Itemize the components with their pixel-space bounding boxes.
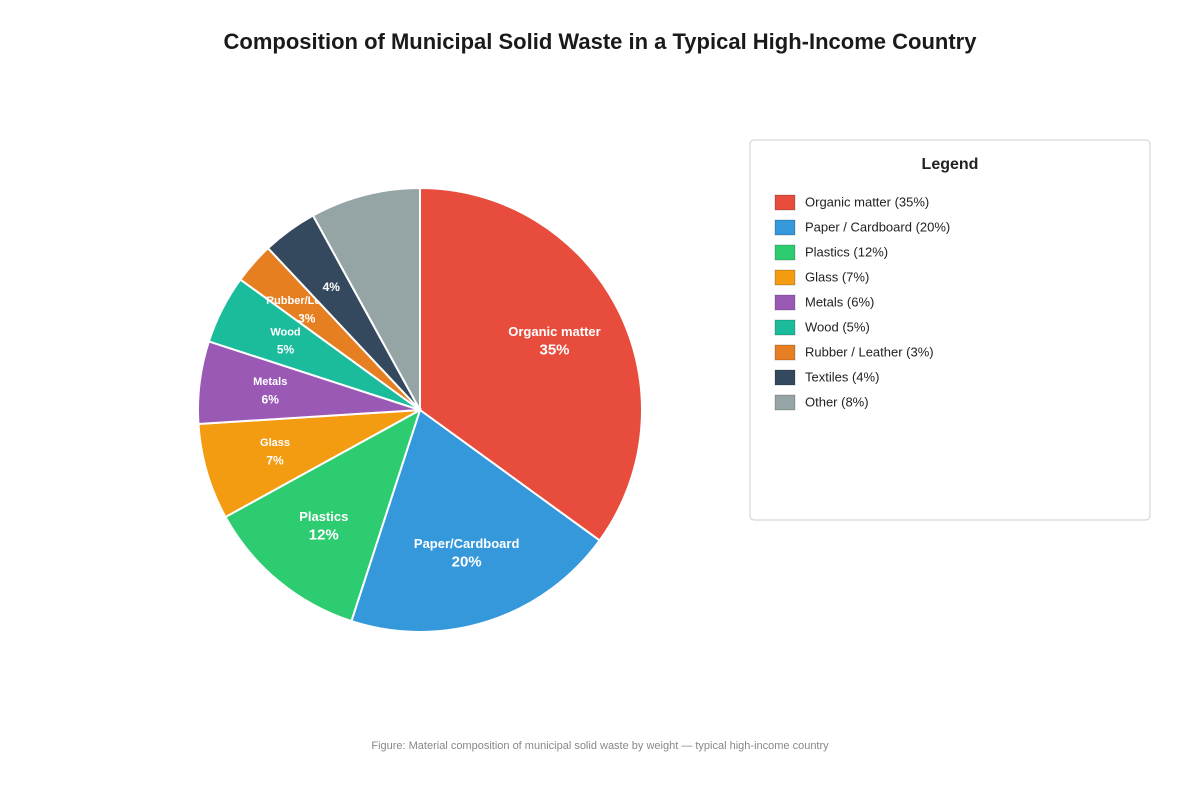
slice-value: 35%	[539, 341, 569, 358]
slice-label: Glass	[260, 437, 290, 449]
legend-label: Other (8%)	[805, 394, 869, 409]
legend-swatch	[774, 269, 796, 286]
slice-label: Metals	[253, 376, 287, 388]
legend-swatch	[774, 369, 796, 386]
slice-value: 7%	[266, 453, 284, 467]
caption: Figure: Material composition of municipa…	[371, 740, 829, 752]
legend-box	[749, 139, 1151, 521]
pie-slice	[224, 407, 422, 623]
slice-label: Wood	[270, 326, 300, 338]
legend: Organic matter (35%) Paper / Cardboard (2…	[774, 194, 950, 411]
slice-value: 6%	[262, 392, 280, 406]
legend-swatch	[774, 244, 796, 261]
legend-swatch	[774, 219, 796, 236]
legend-label: Organic matter (35%)	[805, 194, 929, 209]
slice-label: Organic matter	[508, 324, 600, 339]
legend-label: Paper / Cardboard (20%)	[805, 219, 950, 234]
legend-swatch	[774, 194, 796, 211]
pie: Organic matter 35% Paper/Cardboard 20% Plast…	[197, 186, 643, 633]
slice-value: 3%	[298, 311, 316, 325]
legend-swatch	[774, 344, 796, 361]
slice-value: 4%	[323, 280, 341, 294]
legend-label: Rubber / Leather (3%)	[805, 344, 934, 359]
pie-slice	[419, 186, 643, 542]
legend-title: Legend	[922, 156, 979, 173]
slice-label: Plastics	[299, 509, 348, 524]
slice-value: 12%	[309, 526, 339, 543]
legend-label: Textiles (4%)	[805, 369, 879, 384]
slice-value: 20%	[452, 554, 482, 571]
chart-title: Composition of Municipal Solid Waste in …	[224, 29, 978, 54]
legend-label: Glass (7%)	[805, 269, 869, 284]
pie-slice	[311, 186, 421, 411]
legend-swatch	[774, 294, 796, 311]
pie-slice	[350, 408, 601, 633]
legend-label: Metals (6%)	[805, 294, 874, 309]
legend-label: Wood (5%)	[805, 319, 870, 334]
legend-swatch	[774, 319, 796, 336]
slice-value: 5%	[277, 343, 295, 357]
slice-label: Paper/Cardboard	[414, 536, 520, 551]
legend-label: Plastics (12%)	[805, 244, 888, 259]
legend-swatch	[774, 394, 796, 411]
